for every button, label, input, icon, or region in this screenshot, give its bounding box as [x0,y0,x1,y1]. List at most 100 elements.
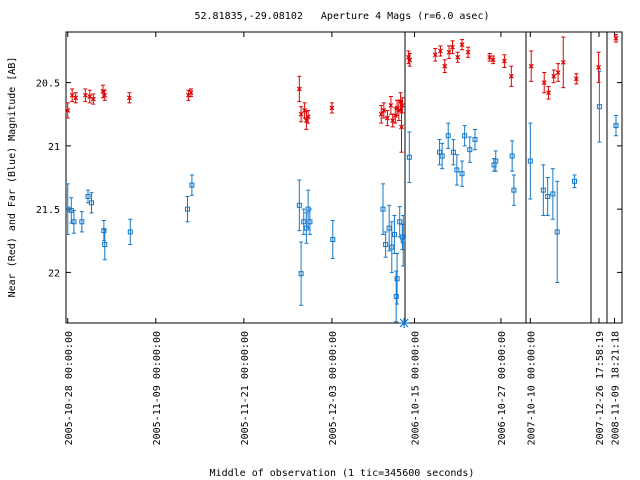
y-tick-label: 21.5 [36,205,60,216]
x-tick-label: 2006-10-27 00:00:00 [497,331,508,445]
near-point [399,124,404,130]
near-point [102,92,108,98]
near-point [446,49,452,55]
x-tick-label: 2007-12-26 17:58:19 [595,331,606,445]
near-point [296,86,302,92]
far-point [380,206,386,212]
far-point [391,231,397,237]
far-point [613,123,619,129]
far-point [89,200,95,206]
far-point [509,153,515,159]
near-point [613,35,619,41]
chart-title: 52.81835,-29.08102 Aperture 4 Mags (r=6.… [194,11,489,22]
far-point [301,219,307,225]
far-point [389,244,395,250]
near-point [459,42,465,48]
far-point [545,193,551,199]
near-point [390,118,396,123]
near-point [384,115,390,121]
far-point [572,178,578,184]
far-point [596,104,602,110]
far-point [472,137,478,143]
far-point [445,133,451,139]
near-point [442,63,448,69]
x-tick-label: 2005-12-03 00:00:00 [328,331,339,445]
near-point [501,58,507,64]
near-point [388,102,394,108]
far-point [383,242,389,248]
near-point [65,108,71,113]
near-point [450,44,455,50]
x-tick-label: 2005-10-28 00:00:00 [64,331,75,445]
near-point [560,59,566,65]
near-point [82,92,88,98]
y-tick-label: 21 [48,142,60,153]
far-point [459,171,465,177]
far-point [185,206,191,212]
near-point [73,95,79,101]
near-point [432,52,438,58]
far-point [493,158,499,164]
near-point [378,111,384,117]
near-point [573,76,579,82]
far-point [189,182,195,188]
near-point [528,63,534,69]
far-point [454,167,460,173]
x-tick-label: 2005-11-09 00:00:00 [152,331,163,445]
near-point [465,49,471,55]
plot-frame [65,31,623,324]
far-point [467,147,473,153]
far-point [101,228,107,234]
near-point [188,90,194,96]
far-point [85,193,91,199]
x-tick-label: 2008-11-09 18:21:18 [611,331,622,445]
far-point [298,271,304,277]
far-point [102,242,108,248]
far-point [307,219,313,225]
near-point [551,73,557,79]
near-point [305,114,311,120]
x-axis-label: Middle of observation (1 tic=345600 seco… [210,468,475,479]
near-point [298,111,304,117]
far-point [439,153,445,159]
far-point [296,202,302,208]
y-tick-label: 20.5 [36,79,60,90]
near-point [541,80,547,86]
far-point [406,154,412,160]
far-point [127,229,133,235]
near-point [329,105,335,111]
far-point [393,293,399,299]
near-point [87,94,93,99]
near-point [555,70,561,75]
near-point [438,48,443,54]
far-point [540,187,546,193]
far-point [554,229,560,235]
near-point [487,54,493,60]
near-point [508,73,514,79]
far-point [79,219,85,225]
far-point [437,149,443,155]
near-point [126,95,132,101]
far-point [462,133,468,139]
far-point [386,225,392,231]
far-point [527,158,533,164]
x-tick-label: 2006-10-15 00:00:00 [411,331,422,445]
x-tick-label: 2007-10-10 00:00:00 [526,331,537,445]
far-point [394,276,400,282]
far-point [400,238,406,244]
x-tick-label: 2005-11-21 00:00:00 [240,331,251,445]
near-point [490,57,496,63]
far-point [397,219,403,225]
near-point [407,57,413,63]
far-point [71,219,77,225]
near-point [381,108,387,113]
asterisk-marker [399,318,410,328]
near-point [399,102,405,108]
near-point [90,96,96,102]
plot-area: 20.5 21 21.5 22 2005-10-28 00:00:00 2005-11-0… [36,31,623,445]
far-point [330,236,336,242]
near-point [455,54,461,60]
far-point [550,191,556,197]
far-point [450,149,456,155]
